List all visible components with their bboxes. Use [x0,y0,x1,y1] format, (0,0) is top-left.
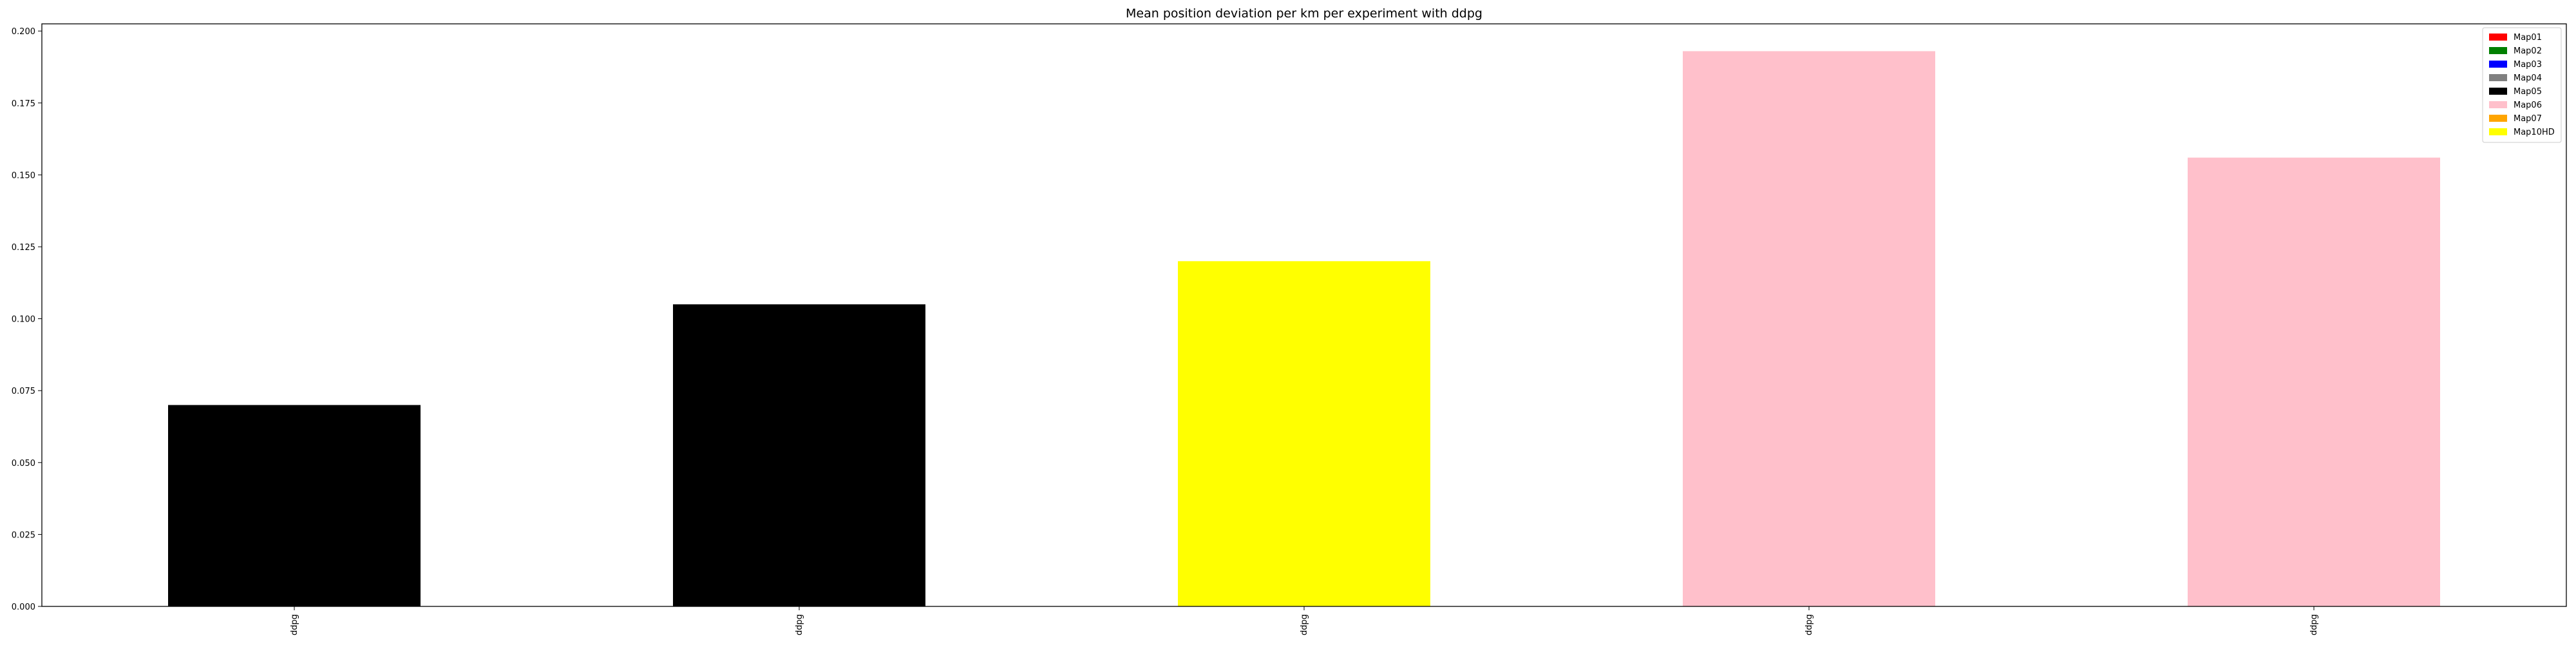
bar-4 [1683,51,1935,607]
legend-label: Map04 [2514,73,2542,83]
bars-layer [168,51,2440,607]
legend-label: Map06 [2514,101,2542,110]
legend-swatch [2489,101,2507,108]
y-tick-label: 0.125 [12,243,35,253]
legend-swatch [2489,115,2507,122]
legend-label: Map07 [2514,114,2542,124]
legend-label: Map02 [2514,46,2542,56]
legend-box [2482,27,2562,143]
y-axis: 0.000 0.025 0.050 0.075 0.100 0.125 0.150 0.175… [12,27,42,612]
bar-5 [2188,157,2440,606]
y-tick-label: 0.150 [12,171,35,180]
legend-label: Map01 [2514,33,2542,43]
legend-label: Map10HD [2514,128,2555,137]
x-tick-label-1: ddpg [290,614,299,635]
legend: Map01 Map02 Map03 Map04 Map05 Map06 Map07 Map10… [2482,27,2562,143]
legend-swatch [2489,74,2507,81]
x-tick-label-3: ddpg [1300,614,1309,635]
legend-swatch [2489,88,2507,95]
y-tick-label: 0.050 [12,459,35,468]
legend-swatch [2489,34,2507,41]
y-tick-label: 0.000 [12,603,35,612]
y-tick-label: 0.200 [12,27,35,37]
bar-3 [1178,261,1430,607]
y-tick-label: 0.100 [12,315,35,325]
bar-2 [673,304,925,606]
x-tick-label-2: ddpg [795,614,804,635]
legend-label: Map03 [2514,60,2542,70]
x-axis: ddpg ddpg ddpg ddpg ddpg [290,606,2319,635]
chart-title: Mean position deviation per km per exper… [1126,6,1482,21]
legend-label: Map05 [2514,87,2542,97]
x-tick-label-5: ddpg [2309,614,2319,635]
legend-swatch [2489,47,2507,54]
bar-1 [168,405,421,606]
x-tick-label-4: ddpg [1804,614,1814,635]
y-tick-label: 0.025 [12,530,35,540]
y-tick-label: 0.175 [12,99,35,109]
legend-swatch [2489,61,2507,68]
legend-swatch [2489,128,2507,135]
y-tick-label: 0.075 [12,387,35,396]
